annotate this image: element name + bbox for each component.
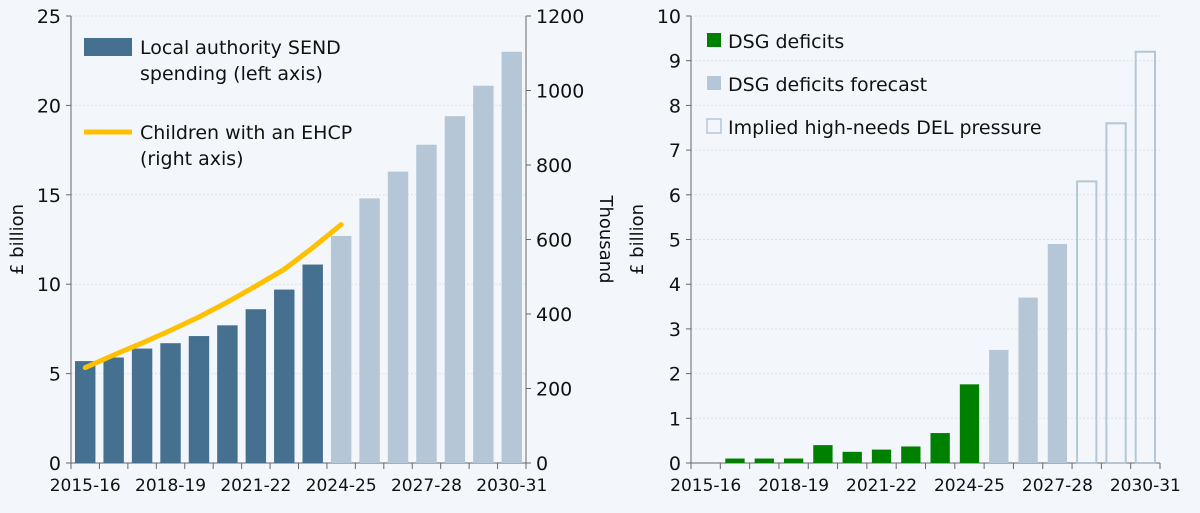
left-bar-2020-21 — [217, 325, 238, 463]
left-x-tick-label: 2015-16 — [50, 476, 121, 496]
right-bar-2028-29 — [1076, 180, 1098, 464]
right-x-tick-label: 2021-22 — [846, 476, 917, 496]
right-y-axis-title: £ billion — [627, 204, 648, 275]
right-y-tick-label: 6 — [669, 185, 681, 207]
right-y-tick-label: 4 — [669, 274, 681, 296]
right-bar-2019-20 — [813, 445, 833, 463]
right-y-tick-label: 9 — [669, 51, 681, 73]
left-y-tick-label: 5 — [49, 364, 61, 386]
legend-label-2: Implied high-needs DEL pressure — [728, 117, 1042, 139]
right-bar-2025-26 — [989, 349, 1009, 463]
left-bar-2030-31 — [501, 51, 522, 463]
right-bar-2021-22 — [871, 449, 892, 463]
legend-swatch-1 — [707, 76, 721, 90]
right-y-tick-label: 0 — [669, 453, 681, 475]
left-y2-tick-label: 600 — [536, 230, 572, 252]
left-y-tick-label: 0 — [49, 453, 61, 475]
legend-swatch-0 — [707, 33, 721, 47]
left-y-tick-label: 20 — [37, 95, 61, 117]
left-y-tick-label: 15 — [37, 185, 61, 207]
left-x-tick-label: 2030-31 — [476, 476, 547, 496]
right-y-tick-label: 5 — [669, 230, 681, 252]
right-y-tick-label: 8 — [669, 95, 681, 117]
legend-label-ehcp: Children with an EHCP — [140, 122, 352, 144]
right-y-tick-label: 1 — [669, 408, 681, 430]
right-bar-2022-23 — [901, 446, 921, 463]
left-y2-tick-label: 0 — [536, 453, 548, 475]
right-bar-2029-30 — [1105, 122, 1127, 464]
legend-label-spending: spending (left axis) — [140, 63, 323, 85]
ehcp-line — [82, 222, 344, 371]
left-y-tick-label: 10 — [37, 274, 61, 296]
left-bar-2019-20 — [188, 336, 210, 463]
legend-label-0: DSG deficits — [728, 31, 844, 53]
right-x-tick-label: 2027-28 — [1022, 476, 1093, 496]
left-y2-axis-title: Thousand — [595, 194, 616, 283]
left-bar-2022-23 — [274, 289, 295, 463]
right-bar-2023-24 — [930, 433, 950, 463]
right-y-tick-label: 3 — [669, 319, 681, 341]
left-bar-2018-19 — [160, 343, 181, 463]
left-y2-tick-label: 1000 — [536, 81, 584, 103]
right-bar-2018-19 — [783, 458, 804, 463]
right-bar-2020-21 — [842, 451, 862, 463]
legend-swatch-2 — [706, 118, 722, 134]
left-y2-tick-label: 1200 — [536, 6, 584, 28]
left-x-tick-label: 2018-19 — [135, 476, 206, 496]
right-bar-2024-25 — [959, 384, 980, 463]
right-bar-2026-27 — [1018, 297, 1038, 463]
right-x-tick-label: 2024-25 — [934, 476, 1005, 496]
left-y2-tick-label: 800 — [536, 155, 572, 177]
legend-label-ehcp: (right axis) — [140, 148, 244, 170]
right-bar-2030-31 — [1134, 50, 1156, 464]
left-y2-tick-label: 400 — [536, 304, 572, 326]
legend-swatch-spending — [84, 38, 132, 56]
left-bar-2025-26 — [359, 198, 380, 463]
right-x-tick-label: 2030-31 — [1110, 476, 1181, 496]
right-x-tick-label: 2015-16 — [670, 476, 741, 496]
right-x-tick-label: 2018-19 — [758, 476, 829, 496]
left-x-tick-label: 2021-22 — [220, 476, 291, 496]
left-x-tick-label: 2024-25 — [306, 476, 377, 496]
right-y-tick-label: 10 — [657, 6, 681, 28]
right-bar-2016-17 — [725, 458, 745, 463]
legend-label-spending: Local authority SEND — [140, 37, 341, 59]
left-bar-2021-22 — [245, 309, 267, 463]
left-bar-2027-28 — [416, 144, 437, 463]
right-bar-2017-18 — [754, 458, 774, 463]
left-bar-2017-18 — [131, 348, 153, 463]
right-bar-2027-28 — [1047, 243, 1068, 463]
left-x-tick-label: 2027-28 — [391, 476, 462, 496]
left-bar-2024-25 — [330, 235, 352, 463]
left-bar-2023-24 — [302, 264, 323, 463]
left-y-tick-label: 25 — [37, 6, 61, 28]
left-bar-2029-30 — [473, 85, 494, 464]
left-y2-tick-label: 200 — [536, 379, 572, 401]
left-bar-2016-17 — [103, 357, 124, 463]
left-bar-2028-29 — [444, 116, 466, 464]
right-y-tick-label: 2 — [669, 364, 681, 386]
legend-label-1: DSG deficits forecast — [728, 74, 927, 96]
left-y-axis-title: £ billion — [7, 204, 28, 275]
right-y-tick-label: 7 — [669, 140, 681, 162]
left-bar-2026-27 — [387, 171, 409, 463]
left-bar-2015-16 — [75, 361, 96, 463]
